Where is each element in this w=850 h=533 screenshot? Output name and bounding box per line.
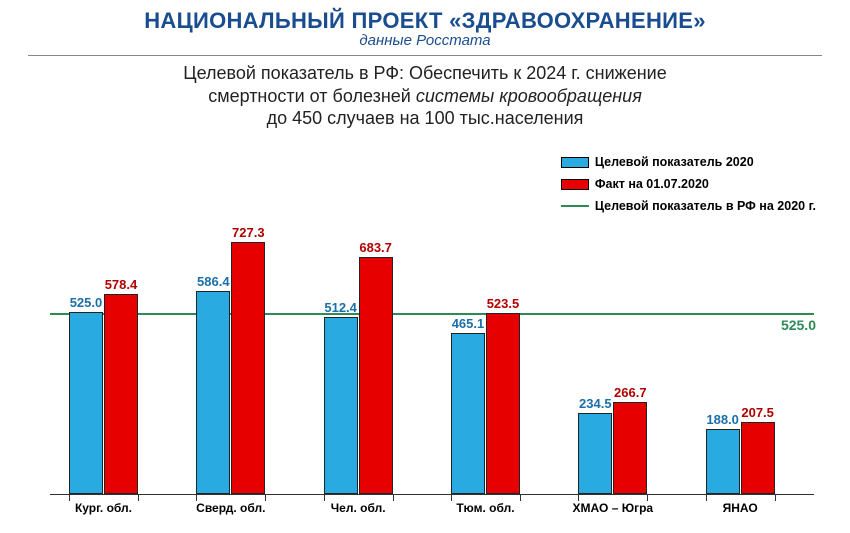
category-label: ХМАО – Югра [573, 501, 654, 515]
header: НАЦИОНАЛЬНЫЙ ПРОЕКТ «ЗДРАВООХРАНЕНИЕ» да… [0, 0, 850, 51]
desc-line2-em: системы кровообращения [416, 86, 642, 106]
fact-bar: 683.7 [359, 257, 393, 494]
reference-label: 525.0 [781, 317, 816, 333]
category-label: Сверд. обл. [196, 501, 265, 515]
legend-ref-swatch [561, 205, 589, 207]
bar-group: 188.0207.5 [706, 422, 775, 494]
axis-tick [138, 495, 139, 501]
fact-value-label: 683.7 [346, 240, 406, 255]
legend-target-label: Целевой показатель 2020 [595, 152, 754, 172]
legend: Целевой показатель 2020 Факт на 01.07.20… [561, 152, 816, 218]
fact-bar: 523.5 [486, 313, 520, 494]
fact-value-label: 266.7 [600, 385, 660, 400]
bar-group: 234.5266.7 [578, 402, 647, 494]
legend-ref-label: Целевой показатель в РФ на 2020 г. [595, 196, 816, 216]
category-label: Кург. обл. [75, 501, 132, 515]
bar-group: 465.1523.5 [451, 313, 520, 494]
axis-tick [706, 495, 707, 501]
bar-group: 525.0578.4 [69, 294, 138, 494]
legend-target: Целевой показатель 2020 [561, 152, 816, 172]
reference-line [50, 313, 814, 315]
axis-tick [324, 495, 325, 501]
legend-fact: Факт на 01.07.2020 [561, 174, 816, 194]
desc-line3: до 450 случаев на 100 тыс.населения [267, 108, 584, 128]
fact-value-label: 523.5 [473, 296, 533, 311]
axis-tick [520, 495, 521, 501]
main-title: НАЦИОНАЛЬНЫЙ ПРОЕКТ «ЗДРАВООХРАНЕНИЕ» [20, 8, 830, 34]
desc-line1: Целевой показатель в РФ: Обеспечить к 20… [183, 63, 666, 83]
desc-line2a: смертности от болезней [208, 86, 416, 106]
legend-ref: Целевой показатель в РФ на 2020 г. [561, 196, 816, 216]
legend-fact-swatch [561, 179, 589, 190]
axis-tick [775, 495, 776, 501]
legend-target-swatch [561, 157, 589, 168]
bar-group: 512.4683.7 [324, 257, 393, 494]
fact-bar: 578.4 [104, 294, 138, 494]
plot-area: 525.0525.0578.4586.4727.3512.4683.7465.1… [50, 225, 814, 495]
x-axis: Кург. обл. Сверд. обл. Чел. обл. Тюм. обл. Х… [50, 495, 814, 521]
target-bar: 465.1 [451, 333, 485, 494]
axis-tick [69, 495, 70, 501]
fact-bar: 207.5 [741, 422, 775, 494]
axis-tick [265, 495, 266, 501]
description: Целевой показатель в РФ: Обеспечить к 20… [0, 60, 850, 136]
subtitle: данные Росстата [20, 32, 830, 49]
target-bar: 234.5 [578, 413, 612, 494]
axis-tick [451, 495, 452, 501]
target-bar: 586.4 [196, 291, 230, 494]
legend-fact-label: Факт на 01.07.2020 [595, 174, 709, 194]
bar-group: 586.4727.3 [196, 242, 265, 494]
fact-bar: 266.7 [613, 402, 647, 494]
category-label: Чел. обл. [331, 501, 386, 515]
fact-value-label: 207.5 [728, 405, 788, 420]
divider [28, 55, 822, 56]
target-bar: 512.4 [324, 317, 358, 494]
chart: 525.0525.0578.4586.4727.3512.4683.7465.1… [30, 225, 820, 521]
category-label: Тюм. обл. [456, 501, 514, 515]
target-bar: 188.0 [706, 429, 740, 494]
fact-value-label: 578.4 [91, 277, 151, 292]
fact-bar: 727.3 [231, 242, 265, 494]
fact-value-label: 727.3 [218, 225, 278, 240]
target-bar: 525.0 [69, 312, 103, 494]
category-label: ЯНАО [723, 501, 758, 515]
axis-tick [393, 495, 394, 501]
